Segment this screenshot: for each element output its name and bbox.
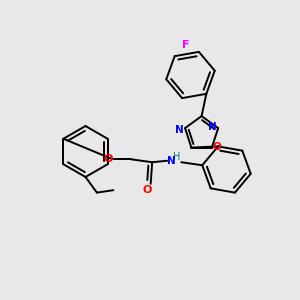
- Text: N: N: [167, 156, 176, 166]
- Text: N: N: [208, 122, 217, 132]
- Text: O: O: [213, 142, 222, 152]
- Text: O: O: [104, 154, 113, 164]
- Text: O: O: [143, 185, 152, 195]
- Text: N: N: [175, 124, 184, 135]
- Text: F: F: [182, 40, 190, 50]
- Text: H: H: [173, 152, 181, 162]
